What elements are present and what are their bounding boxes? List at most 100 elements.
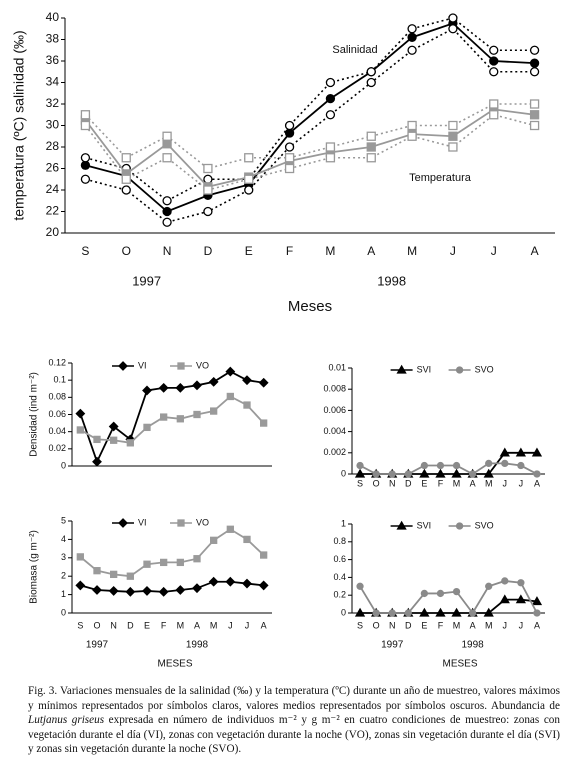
- marker: [517, 579, 525, 587]
- marker: [501, 577, 509, 585]
- series-line: [359, 580, 538, 615]
- marker: [515, 594, 526, 604]
- marker: [176, 558, 184, 567]
- x-tick-label: O: [122, 244, 131, 258]
- y-tick-label: 26: [46, 161, 60, 175]
- y-tick-label: 28: [46, 139, 60, 153]
- marker: [203, 185, 213, 195]
- x-axis-label: MESES: [157, 659, 192, 670]
- y-tick-label: 0.6: [333, 554, 346, 564]
- marker: [193, 555, 201, 563]
- marker: [284, 120, 295, 131]
- x-tick-label: A: [534, 478, 540, 488]
- x-tick-label: J: [503, 478, 508, 488]
- marker: [452, 461, 461, 470]
- x-tick-label: M: [407, 244, 417, 258]
- x-tick-label: S: [357, 478, 363, 488]
- x-tick-label: N: [163, 244, 172, 258]
- y-tick-label: 34: [46, 75, 60, 89]
- y-tick-label: 0: [341, 607, 346, 617]
- y-tick-label: 0.8: [333, 536, 346, 546]
- marker: [162, 139, 172, 149]
- marker: [372, 609, 380, 617]
- marker: [489, 45, 499, 55]
- marker: [485, 582, 493, 590]
- y-axis-label: Densidad (ind m⁻²): [29, 372, 40, 457]
- marker: [499, 594, 510, 604]
- x-tick-label: A: [470, 478, 476, 488]
- marker: [80, 160, 91, 170]
- marker: [366, 153, 376, 163]
- marker: [407, 120, 417, 131]
- x-tick-label: A: [534, 620, 540, 630]
- marker: [419, 607, 430, 617]
- y-tick-label: 0.06: [48, 409, 66, 419]
- y-tick-label: 38: [46, 32, 60, 46]
- marker: [162, 131, 172, 141]
- x-tick-label: M: [210, 620, 218, 630]
- marker: [203, 163, 213, 174]
- y-tick-label: 0.008: [323, 384, 346, 394]
- x-tick-label: E: [144, 620, 150, 630]
- marker: [517, 461, 525, 470]
- marker: [244, 153, 254, 163]
- series-line: [84, 103, 535, 170]
- marker: [356, 461, 364, 470]
- y-tick-label: 2: [61, 571, 66, 581]
- series-line: [80, 580, 264, 593]
- marker: [529, 58, 540, 68]
- marker: [451, 468, 462, 478]
- marker: [436, 589, 445, 598]
- caption-text: expresada en número de individuos m⁻² y …: [28, 714, 560, 755]
- marker: [404, 609, 412, 617]
- marker: [366, 77, 376, 88]
- marker: [110, 436, 118, 444]
- marker: [192, 583, 202, 594]
- y-tick-label: 1: [341, 518, 346, 528]
- marker: [80, 120, 91, 131]
- marker: [92, 585, 102, 595]
- marker: [325, 142, 336, 152]
- y-axis-label: temperatura (ºC) salinidad (‰): [11, 30, 27, 220]
- marker: [529, 67, 540, 77]
- y-tick-label: 0.08: [48, 392, 66, 402]
- y-tick-label: 0.4: [333, 572, 346, 582]
- marker: [210, 536, 218, 544]
- marker: [468, 609, 477, 617]
- marker: [325, 77, 336, 88]
- marker: [142, 385, 152, 396]
- marker: [244, 174, 254, 184]
- marker: [158, 382, 169, 393]
- legend-label: VI: [138, 517, 147, 527]
- y-tick-label: 0: [61, 607, 66, 617]
- y-tick-label: 0: [61, 460, 66, 470]
- marker: [529, 99, 540, 109]
- y-tick-label: 0.002: [323, 447, 346, 457]
- y-tick-label: 0.1: [53, 375, 66, 385]
- y-tick-label: 3: [61, 552, 66, 562]
- legend-label: SVO: [475, 364, 494, 374]
- marker: [448, 120, 458, 131]
- marker: [162, 217, 172, 227]
- x-tick-label: D: [127, 620, 134, 630]
- caption-text: Fig. 3. Variaciones mensuales de la sali…: [28, 685, 560, 712]
- marker: [143, 560, 151, 568]
- legend-marker: [177, 362, 185, 370]
- marker: [162, 206, 172, 217]
- x-tick-label: A: [367, 244, 375, 258]
- year-label: 1997: [132, 273, 161, 288]
- legend-label: VI: [138, 360, 147, 370]
- marker: [80, 110, 91, 120]
- x-tick-label: S: [357, 620, 363, 630]
- marker: [121, 153, 131, 163]
- marker: [76, 553, 84, 561]
- marker: [489, 110, 499, 120]
- marker: [108, 421, 119, 432]
- x-tick-label: S: [77, 620, 83, 630]
- x-tick-label: J: [519, 478, 524, 488]
- series-line: [79, 528, 265, 578]
- marker: [108, 586, 119, 596]
- marker: [356, 582, 364, 590]
- marker: [366, 142, 376, 152]
